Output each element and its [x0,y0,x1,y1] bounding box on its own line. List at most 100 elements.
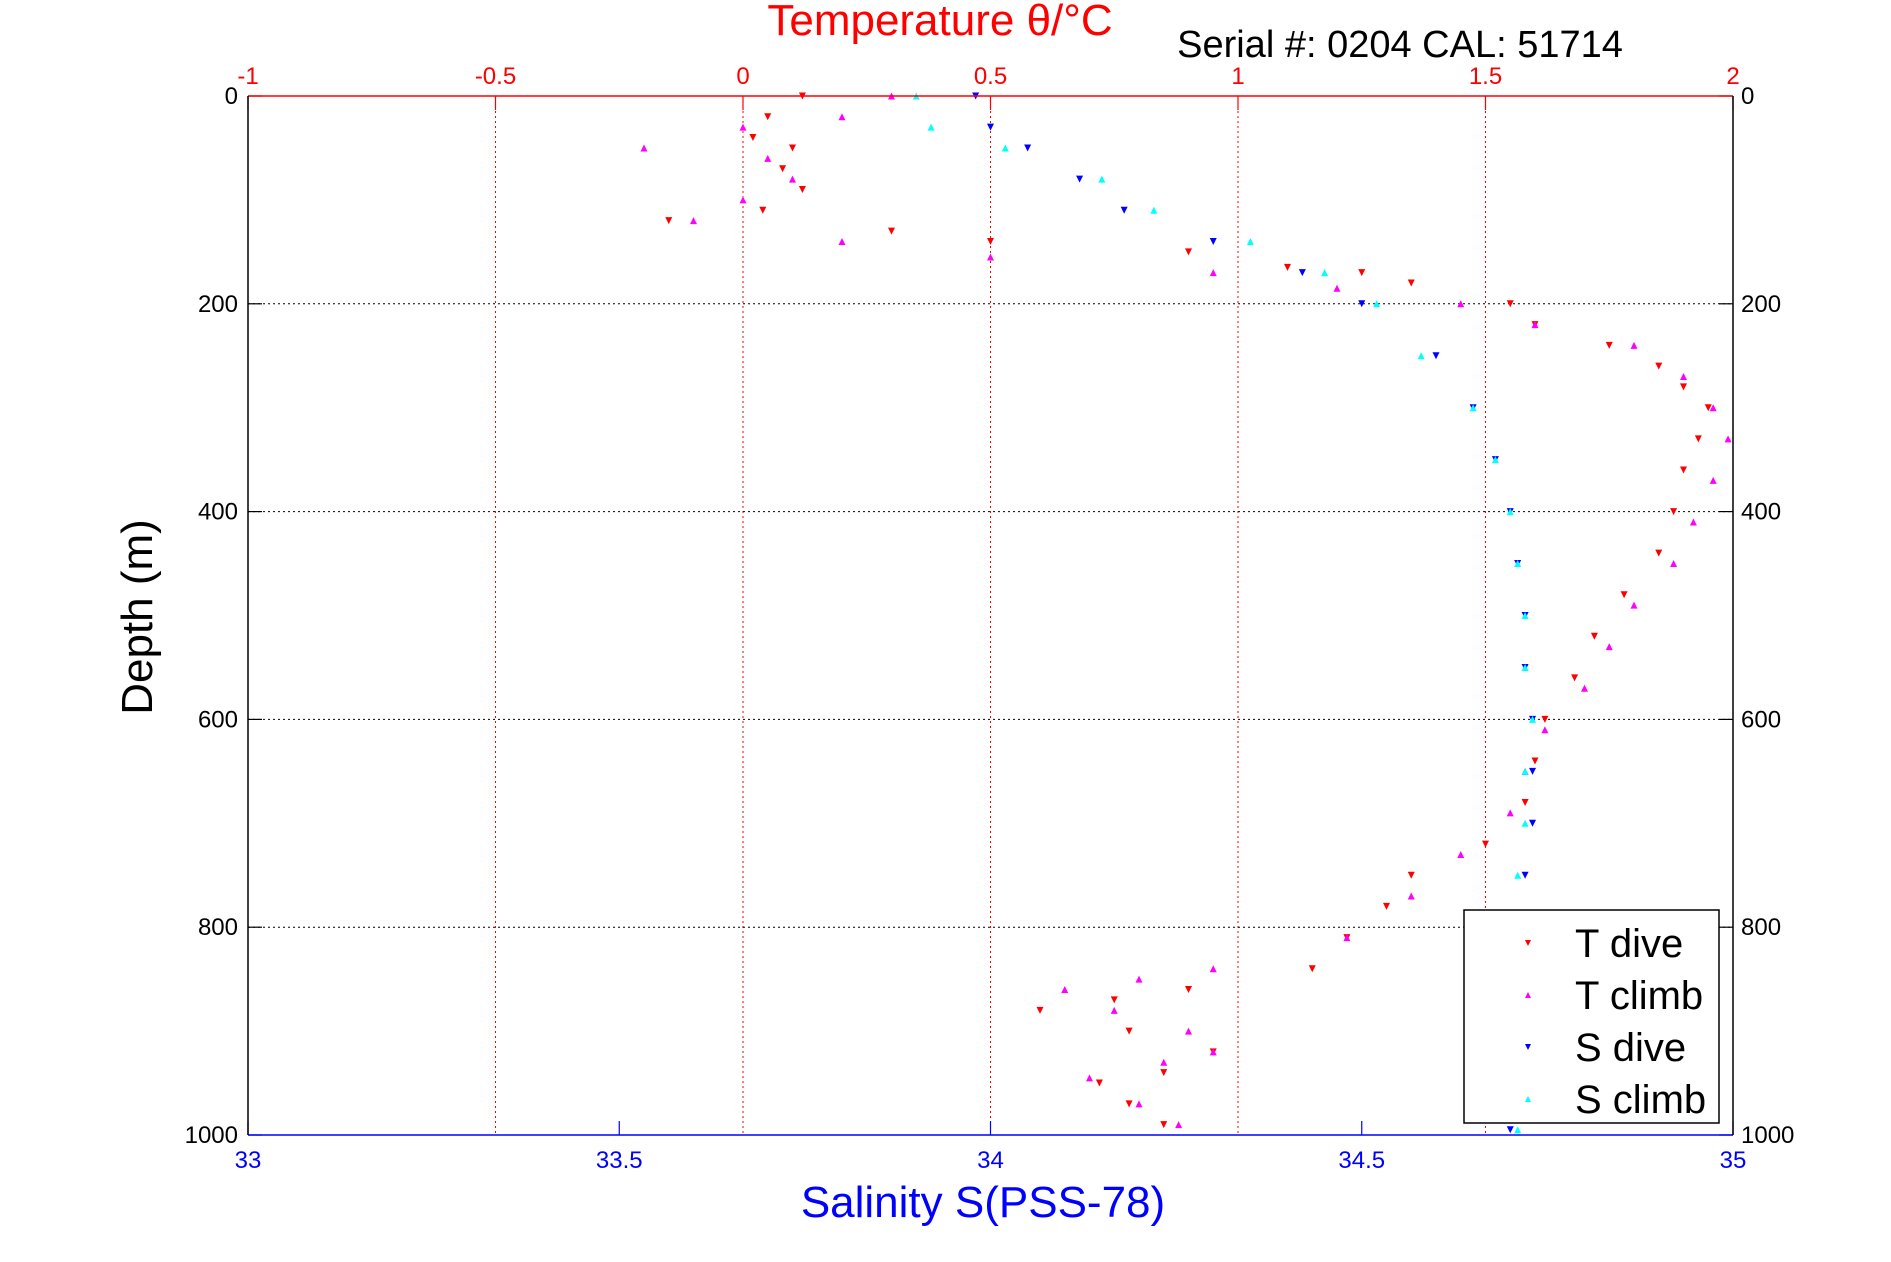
point-s-climb [1491,456,1499,464]
point-t-climb [1407,892,1415,900]
chart-title-serial: Serial #: 0204 CAL: 51714 [1177,24,1623,66]
point-t-climb [987,253,994,261]
tick-label-depth-right: 600 [1741,706,1781,733]
point-s-climb [1514,560,1522,568]
point-t-dive [1605,341,1613,349]
point-s-dive [1521,871,1529,879]
tick-label-temperature: 1 [1231,63,1244,90]
legend-label-s-climb: S climb [1575,1078,1706,1122]
legend-label-t-dive: T dive [1575,922,1683,966]
point-t-climb [1135,1100,1143,1108]
legend-label-t-climb: T climb [1575,974,1703,1018]
point-t-climb [1333,284,1341,292]
point-t-climb [1670,560,1678,568]
point-t-climb [789,175,796,183]
point-t-dive [1655,362,1663,370]
tick-label-temperature: 1.5 [1469,63,1502,90]
point-t-climb [1605,643,1613,651]
point-t-dive [1160,1069,1168,1077]
point-t-climb [1110,1006,1118,1014]
tick-label-depth-left: 1000 [185,1122,238,1149]
point-s-dive [987,123,994,131]
point-s-climb [1521,612,1529,619]
point-t-dive [1670,508,1678,516]
point-t-climb [1630,341,1638,349]
point-t-climb [1343,934,1351,942]
tick-label-salinity: 35 [1720,1147,1747,1174]
legend-marker-s-dive [1525,1044,1531,1050]
point-t-dive [1680,466,1687,474]
point-s-climb [1098,175,1106,183]
data-layer [640,92,1732,1134]
point-s-dive [1432,352,1440,360]
point-t-climb [1160,1058,1168,1066]
point-t-dive [1308,965,1316,973]
tick-label-temperature: 0.5 [974,63,1007,90]
point-t-climb [1709,404,1717,412]
point-s-climb [927,123,935,131]
point-s-climb [1321,269,1329,277]
point-t-dive [1383,902,1390,910]
point-t-dive [789,144,796,152]
point-t-climb [1457,850,1465,858]
point-t-dive [888,227,895,235]
tick-label-depth-right: 1000 [1741,1122,1794,1149]
point-s-climb [1521,767,1529,775]
point-t-dive [749,134,757,142]
point-t-dive [1110,996,1118,1004]
tick-label-temperature: 0 [736,63,749,90]
point-t-climb [640,144,648,152]
point-s-dive [1120,206,1128,214]
point-t-dive [1125,1027,1133,1035]
point-t-climb [1680,373,1687,381]
tick-label-salinity: 34.5 [1338,1147,1385,1174]
point-s-climb [1506,508,1514,516]
point-t-climb [1209,965,1217,973]
point-s-climb [1521,663,1529,671]
point-t-climb [1581,684,1588,692]
point-t-climb [1185,1027,1192,1035]
point-s-climb [1373,300,1381,308]
point-t-dive [779,165,787,173]
point-t-climb [739,196,747,204]
axes [247,95,1734,1136]
point-t-climb [1175,1121,1183,1129]
point-t-climb [739,123,747,131]
tick-label-depth-right: 800 [1741,914,1781,941]
point-s-climb [1521,819,1529,827]
point-s-dive [1358,300,1366,308]
point-t-dive [1185,986,1192,994]
point-t-dive [759,206,767,214]
point-t-dive [1125,1100,1133,1108]
point-s-dive [1298,269,1306,277]
point-t-dive [1284,263,1291,271]
point-t-dive [1407,871,1415,879]
tick-label-salinity: 33 [235,1147,262,1174]
point-t-dive [1358,269,1366,277]
legend-label-s-dive: S dive [1575,1026,1686,1070]
point-t-climb [1506,809,1514,817]
chart-title-temperature: Temperature θ/°C [767,0,1112,45]
tick-label-depth-right: 0 [1741,83,1754,110]
point-t-dive [665,217,673,225]
point-s-climb [1001,144,1009,152]
point-t-dive [1482,840,1489,848]
point-t-dive [1521,799,1529,807]
point-t-climb [1630,601,1638,609]
x-axis-label-salinity: Salinity S(PSS-78) [801,1178,1165,1227]
point-s-dive [1076,175,1084,183]
point-t-dive [1694,435,1702,443]
point-t-climb [1209,269,1217,277]
point-s-climb [1529,715,1537,723]
point-s-dive [1529,819,1537,827]
point-s-climb [1469,404,1477,412]
point-t-dive [1531,757,1539,765]
tick-label-depth-left: 0 [225,83,238,110]
point-t-dive [1571,674,1579,682]
point-t-dive [1160,1121,1168,1129]
tick-label-temperature: -1 [237,63,258,90]
point-t-climb [1209,1048,1217,1056]
point-t-climb [1086,1074,1093,1082]
